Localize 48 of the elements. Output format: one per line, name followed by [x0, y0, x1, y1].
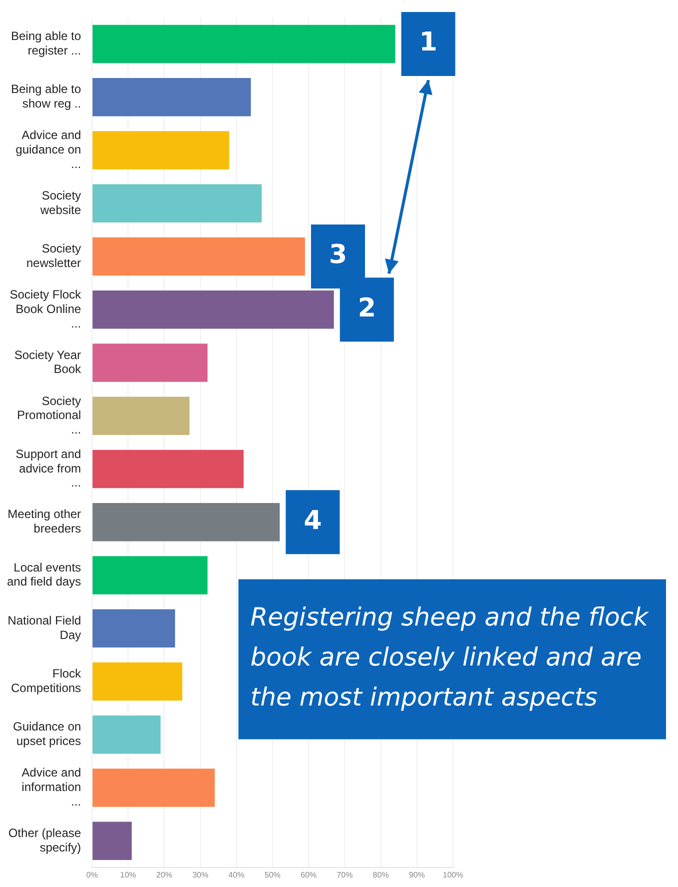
x-tick-label: 40% [228, 870, 244, 880]
annotation: 2 [358, 293, 376, 324]
x-tick-label: 100% [442, 870, 464, 880]
bar [92, 662, 182, 701]
y-tick-label: Support and advice from ... [16, 446, 82, 490]
bar [92, 131, 230, 170]
x-tick-label: 80% [372, 870, 389, 880]
y-tick-label: Society Year Book [14, 348, 82, 376]
y-tick-label: Society newsletter [26, 242, 82, 270]
x-tick-label: 70% [336, 870, 353, 880]
x-tick-label: 0% [86, 870, 98, 880]
bar [92, 396, 190, 435]
bar [92, 822, 132, 860]
y-tick-label: National Field Day [8, 613, 82, 642]
y-tick-label: Advice and information ... [22, 766, 82, 808]
y-tick-label: Society Promotional ... [17, 394, 82, 437]
bar [92, 450, 244, 488]
x-tick-label: 30% [192, 870, 208, 880]
x-tick-label: 20% [156, 870, 172, 880]
y-tick-label: Society website [39, 188, 82, 217]
bar [92, 344, 208, 382]
y-tick-label: Flock Competitions [11, 666, 82, 695]
y-tick-label: Being able to register ... [10, 29, 82, 58]
annotation: Registering sheep and the flock book are closely linked and are the most important aspects [250, 602, 650, 712]
bar [92, 184, 262, 222]
y-tick-label: Society Flock Book Online ... [10, 288, 82, 330]
x-tick-label: 50% [264, 870, 281, 880]
y-tick-label: Guidance on upset prices [12, 720, 82, 748]
bar [92, 24, 396, 64]
annotation: 3 [328, 240, 348, 270]
y-tick-label: Other (please specify) [8, 826, 82, 854]
bar [92, 715, 161, 754]
y-tick-label: Being able to show reg .. [10, 82, 82, 111]
bar [92, 78, 251, 116]
bar [92, 768, 215, 807]
bar [92, 237, 306, 276]
x-tick-label: 60% [300, 870, 317, 880]
y-tick-label: Meeting other breeders [8, 507, 82, 536]
x-tick-label: 10% [120, 870, 136, 880]
annotation: 4 [304, 506, 322, 536]
bar [92, 609, 176, 648]
x-tick-label: 90% [408, 870, 425, 880]
y-tick-label: Local events and field days [6, 560, 82, 589]
bar [92, 502, 280, 542]
bar [92, 290, 334, 329]
annotation: 1 [419, 28, 438, 58]
bar [92, 556, 208, 594]
y-tick-label: Advice and guidance on ... [16, 128, 82, 171]
